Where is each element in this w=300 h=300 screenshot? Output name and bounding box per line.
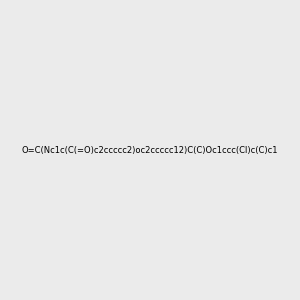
Text: O=C(Nc1c(C(=O)c2ccccc2)oc2ccccc12)C(C)Oc1ccc(Cl)c(C)c1: O=C(Nc1c(C(=O)c2ccccc2)oc2ccccc12)C(C)Oc…	[22, 146, 278, 154]
